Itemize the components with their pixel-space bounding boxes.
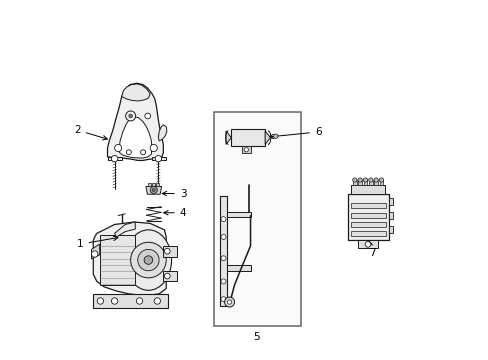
Bar bbox=[374, 180, 377, 185]
Circle shape bbox=[244, 148, 248, 152]
Polygon shape bbox=[107, 157, 122, 161]
Circle shape bbox=[91, 251, 98, 257]
Text: 3: 3 bbox=[162, 189, 186, 198]
Circle shape bbox=[164, 248, 170, 254]
Circle shape bbox=[136, 298, 142, 304]
Circle shape bbox=[352, 178, 356, 182]
Bar bbox=[363, 180, 366, 185]
Polygon shape bbox=[114, 222, 135, 237]
Bar bbox=[350, 231, 385, 236]
Polygon shape bbox=[93, 222, 166, 296]
Circle shape bbox=[150, 186, 157, 194]
Circle shape bbox=[221, 234, 225, 239]
Polygon shape bbox=[122, 84, 150, 101]
Circle shape bbox=[111, 298, 118, 304]
Circle shape bbox=[138, 249, 159, 271]
Bar bbox=[156, 183, 159, 186]
Bar bbox=[350, 213, 385, 218]
Bar bbox=[152, 183, 155, 186]
Circle shape bbox=[379, 178, 383, 182]
Bar bbox=[231, 129, 264, 146]
Circle shape bbox=[368, 178, 372, 182]
Bar bbox=[350, 222, 385, 227]
Bar bbox=[388, 198, 392, 205]
Polygon shape bbox=[158, 125, 166, 141]
Bar bbox=[214, 112, 301, 326]
Bar bbox=[379, 180, 383, 185]
Circle shape bbox=[125, 111, 135, 121]
Circle shape bbox=[164, 273, 170, 279]
Text: 6: 6 bbox=[268, 127, 321, 139]
Bar bbox=[358, 180, 361, 185]
Circle shape bbox=[365, 242, 370, 247]
Text: 4: 4 bbox=[163, 208, 186, 218]
Polygon shape bbox=[107, 83, 163, 161]
Polygon shape bbox=[225, 131, 231, 144]
Circle shape bbox=[144, 113, 150, 119]
Circle shape bbox=[129, 114, 132, 118]
Text: 2: 2 bbox=[74, 125, 107, 140]
Bar bbox=[100, 235, 135, 285]
Bar bbox=[358, 240, 377, 248]
Circle shape bbox=[273, 134, 277, 138]
Circle shape bbox=[144, 256, 152, 264]
Circle shape bbox=[130, 242, 166, 278]
Bar bbox=[227, 212, 250, 217]
Circle shape bbox=[227, 300, 231, 304]
Circle shape bbox=[221, 279, 225, 284]
Polygon shape bbox=[145, 186, 161, 194]
Bar bbox=[227, 265, 250, 271]
Bar bbox=[148, 183, 151, 186]
Bar bbox=[368, 180, 372, 185]
Circle shape bbox=[111, 156, 118, 162]
Circle shape bbox=[357, 178, 362, 182]
Bar bbox=[352, 180, 356, 185]
Bar bbox=[242, 146, 250, 153]
Polygon shape bbox=[152, 157, 165, 161]
Bar bbox=[350, 203, 385, 208]
Circle shape bbox=[152, 189, 155, 192]
Bar bbox=[388, 212, 392, 219]
Polygon shape bbox=[264, 131, 270, 144]
Ellipse shape bbox=[125, 230, 171, 290]
Circle shape bbox=[141, 150, 145, 155]
Circle shape bbox=[224, 297, 234, 307]
Circle shape bbox=[114, 144, 122, 152]
Circle shape bbox=[221, 217, 225, 222]
Bar bbox=[347, 194, 388, 240]
Polygon shape bbox=[119, 117, 152, 158]
Polygon shape bbox=[91, 244, 100, 259]
Bar bbox=[163, 271, 177, 282]
Bar bbox=[219, 196, 227, 306]
Circle shape bbox=[97, 298, 103, 304]
Circle shape bbox=[126, 150, 131, 155]
Circle shape bbox=[150, 144, 157, 152]
Bar bbox=[350, 185, 384, 194]
Circle shape bbox=[363, 178, 367, 182]
Circle shape bbox=[221, 297, 225, 302]
Bar bbox=[388, 226, 392, 233]
Circle shape bbox=[154, 298, 160, 304]
Text: 1: 1 bbox=[77, 236, 118, 249]
Bar bbox=[163, 246, 177, 257]
Circle shape bbox=[155, 156, 161, 162]
Text: 7: 7 bbox=[367, 241, 375, 258]
Circle shape bbox=[221, 256, 225, 261]
Text: 5: 5 bbox=[253, 332, 260, 342]
Circle shape bbox=[373, 178, 378, 182]
Bar bbox=[93, 294, 168, 308]
